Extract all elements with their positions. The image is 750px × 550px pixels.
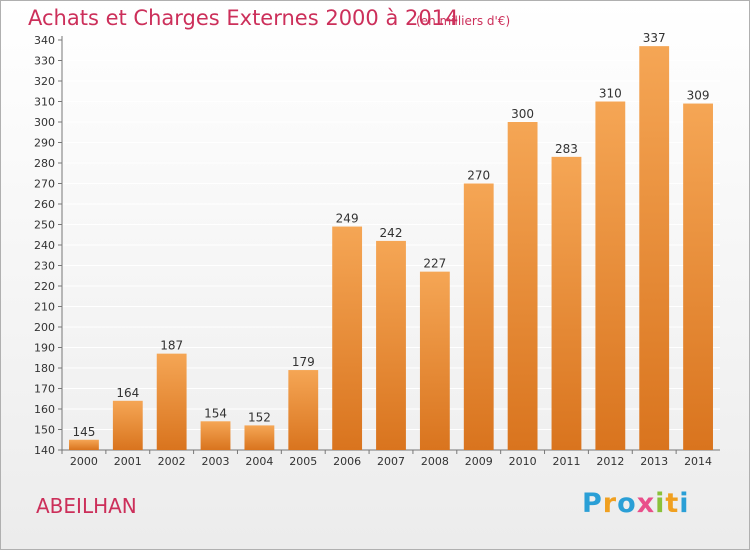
logo-letter: o xyxy=(617,488,637,519)
y-tick-label: 210 xyxy=(34,301,55,314)
data-label: 154 xyxy=(204,406,227,420)
logo-letter: i xyxy=(655,488,666,519)
data-label: 164 xyxy=(116,386,139,400)
bar-2000 xyxy=(69,439,99,450)
logo-letter: i xyxy=(679,488,690,519)
data-label: 145 xyxy=(72,425,95,439)
x-tick-label: 2010 xyxy=(509,455,537,468)
bar-layer xyxy=(69,46,713,451)
data-label: 227 xyxy=(423,257,446,271)
y-tick-label: 230 xyxy=(34,260,55,273)
y-tick-label: 200 xyxy=(34,321,55,334)
bar-2010 xyxy=(507,122,538,450)
bar-2005 xyxy=(288,370,319,450)
x-tick-label: 2001 xyxy=(114,455,142,468)
logo-letter: t xyxy=(665,488,680,519)
bar-2009 xyxy=(463,183,494,450)
bar-2004 xyxy=(244,425,275,450)
bar-2011 xyxy=(551,156,582,450)
logo-letter: P xyxy=(582,488,603,519)
logo-letter: r xyxy=(602,488,618,519)
data-label: 179 xyxy=(292,355,315,369)
x-tick-label: 2007 xyxy=(377,455,405,468)
bar-2014 xyxy=(683,103,713,451)
label-layer: 145 164 187 154 152 179 249 242 227 270 300 283 310 3… xyxy=(72,31,709,439)
data-label: 309 xyxy=(687,89,710,103)
x-tick-label: 2012 xyxy=(596,455,624,468)
chart-subtitle: (en milliers d'€) xyxy=(416,14,511,28)
y-tick-label: 270 xyxy=(34,178,55,191)
y-tick-label: 310 xyxy=(34,96,55,109)
y-tick-label: 300 xyxy=(34,116,55,129)
y-tick-label: 160 xyxy=(34,403,55,416)
data-label: 270 xyxy=(467,169,490,183)
y-tick-label: 280 xyxy=(34,157,55,170)
chart-title: Achats et Charges Externes 2000 à 2014 xyxy=(28,6,459,30)
y-tick-label: 290 xyxy=(34,137,55,150)
x-tick-label: 2005 xyxy=(289,455,317,468)
x-tick-label: 2014 xyxy=(684,455,712,468)
bar-2013 xyxy=(639,46,670,451)
x-tick-label: 2009 xyxy=(465,455,493,468)
data-label: 300 xyxy=(511,107,534,121)
proxiti-logo: Proxiti xyxy=(582,488,690,519)
y-tick-label: 250 xyxy=(34,219,55,232)
x-tick-label: 2003 xyxy=(202,455,230,468)
y-tick-label: 240 xyxy=(34,239,55,252)
x-tick-label: 2000 xyxy=(70,455,98,468)
x-tick-label: 2004 xyxy=(245,455,273,468)
data-label: 187 xyxy=(160,339,183,353)
x-tick-label: 2011 xyxy=(552,455,580,468)
bar-2003 xyxy=(200,421,231,450)
y-tick-label: 330 xyxy=(34,55,55,68)
y-tick-label: 170 xyxy=(34,383,55,396)
bar-2001 xyxy=(112,400,143,450)
x-tick-label: 2006 xyxy=(333,455,361,468)
data-label: 249 xyxy=(336,212,359,226)
logo-letter: x xyxy=(636,488,656,519)
data-label: 242 xyxy=(380,226,403,240)
y-tick-label: 320 xyxy=(34,75,55,88)
data-label: 310 xyxy=(599,87,622,101)
data-label: 283 xyxy=(555,142,578,156)
bar-2007 xyxy=(376,240,406,450)
x-tick-label: 2002 xyxy=(158,455,186,468)
y-tick-label: 150 xyxy=(34,424,55,437)
x-tick-label: 2008 xyxy=(421,455,449,468)
data-label: 152 xyxy=(248,410,271,424)
y-tick-label: 140 xyxy=(34,444,55,457)
y-tick-label: 260 xyxy=(34,198,55,211)
bar-2006 xyxy=(332,226,363,450)
x-tick-label: 2013 xyxy=(640,455,668,468)
y-tick-label: 220 xyxy=(34,280,55,293)
axis-layer: 140 150 160 170 180 190 200 210 220 230 240 250 260 2… xyxy=(34,34,720,468)
data-label: 337 xyxy=(643,31,666,45)
y-tick-label: 180 xyxy=(34,362,55,375)
bar-2012 xyxy=(595,101,626,450)
y-tick-label: 340 xyxy=(34,34,55,47)
bar-2002 xyxy=(156,353,187,450)
y-tick-label: 190 xyxy=(34,342,55,355)
commune-name: ABEILHAN xyxy=(36,494,137,518)
bar-2008 xyxy=(419,271,450,450)
